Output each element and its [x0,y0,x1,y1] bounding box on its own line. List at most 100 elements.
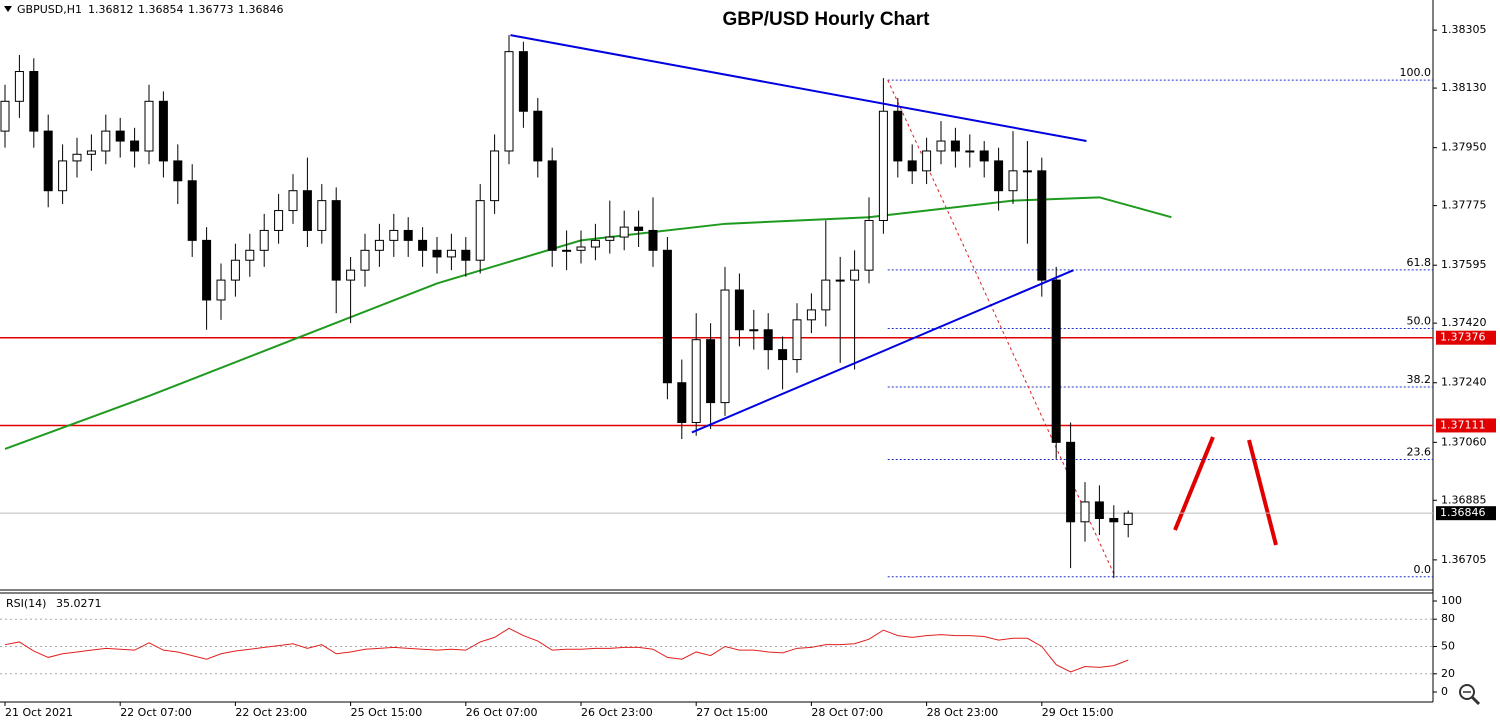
y-tick-label: 1.37775 [1441,199,1487,212]
y-tick-label: 1.37950 [1441,141,1487,154]
symbol: GBPUSD,H1 [17,3,82,16]
candle-body [1094,501,1104,519]
candle-body [821,279,831,311]
rsi-line [4,627,1129,673]
x-tick-label: 21 Oct 2021 [5,706,73,719]
candle-body [605,236,615,241]
candle-body [1066,441,1076,523]
candle-body [216,279,226,301]
candle-body [43,130,53,192]
x-tick-label: 29 Oct 15:00 [1042,706,1114,719]
level-label: 1.37111 [1440,418,1486,431]
candle-body [274,210,284,231]
open: 1.36812 [88,3,134,16]
candle-body [965,150,975,153]
candle-body [907,160,917,172]
candle-body [518,51,528,112]
candle-body [936,140,946,152]
candle-body [14,71,24,102]
y-tick-label: 1.36705 [1441,553,1487,566]
candle-body [1037,170,1047,281]
candle-body [101,130,111,152]
candle-body [302,190,312,231]
level-box [1436,418,1496,433]
candle-body [533,110,543,162]
candle-body [806,309,816,321]
candle-body [288,190,298,212]
rsi-tick-label: 0 [1441,685,1448,698]
candle-body [576,246,586,251]
candle-body [763,329,773,351]
level-box [1436,330,1496,345]
y-tick-label: 1.36885 [1441,493,1487,506]
candle-body [1109,517,1119,523]
zoom-handle[interactable] [1470,695,1481,706]
candle-body [864,220,874,271]
y-tick-label: 1.37240 [1441,376,1487,389]
trend-line [510,34,1087,143]
candle-body [950,140,960,152]
candle-body [317,200,327,231]
candle-body [490,150,500,202]
rsi-name: RSI(14) [6,597,46,610]
candle-body [749,329,759,332]
candle-body [158,100,168,162]
candle-body [778,349,788,361]
candle-body [187,180,197,241]
candle-body [1080,501,1090,523]
y-tick-label: 1.38130 [1441,81,1487,94]
candle-body [720,289,730,404]
y-tick-label: 1.38305 [1441,23,1487,36]
candle-body [619,226,629,238]
fib-label: 38.2 [1407,373,1432,386]
candle-body [850,269,860,281]
x-tick-label: 22 Oct 07:00 [120,706,192,719]
candle-body [1051,279,1061,443]
candle-body [547,160,557,251]
fib-label: 61.8 [1407,256,1432,269]
candle-body [29,71,39,132]
candle-body [994,160,1004,192]
candle-body [504,51,514,152]
candle-body [374,239,384,251]
candle-body [360,249,370,271]
fib-label: 23.6 [1407,446,1432,459]
candle-body [461,249,471,261]
x-tick-label: 28 Oct 07:00 [811,706,883,719]
candle-body [331,200,341,281]
zoom-lens[interactable] [1459,684,1475,700]
candle-body [662,249,672,384]
candle-body [245,249,255,261]
fib-label: 50.0 [1407,314,1432,327]
rsi-tick-label: 20 [1441,667,1455,680]
low: 1.36773 [188,3,234,16]
zoom-icon[interactable] [1459,684,1481,706]
candle-body [346,269,356,281]
candle-body [1123,512,1133,525]
candle-body [115,130,125,142]
candle-body [72,153,82,162]
candle-body [144,100,154,152]
candle-body [1022,170,1032,173]
candle-body [562,249,572,252]
x-tick-label: 26 Oct 07:00 [466,706,538,719]
rsi-tick-label: 80 [1441,612,1455,625]
fib-label: 0.0 [1414,563,1432,576]
candle-body [259,229,269,251]
candle-body [677,382,687,423]
candle-body [979,150,989,162]
candle-body [432,249,442,258]
x-tick-label: 25 Oct 15:00 [351,706,423,719]
trend-line [691,269,1074,434]
close: 1.36846 [238,3,284,16]
price-label: 1.36846 [1440,506,1486,519]
candle-body [403,229,413,241]
candle-body [130,140,140,152]
candle-body [590,239,600,248]
candle-body [691,339,701,423]
candle-body [0,100,10,132]
candle-body [173,160,183,182]
level-label: 1.37376 [1440,331,1486,344]
candle-body [922,150,932,172]
chart-title: GBP/USD Hourly Chart [723,9,931,30]
